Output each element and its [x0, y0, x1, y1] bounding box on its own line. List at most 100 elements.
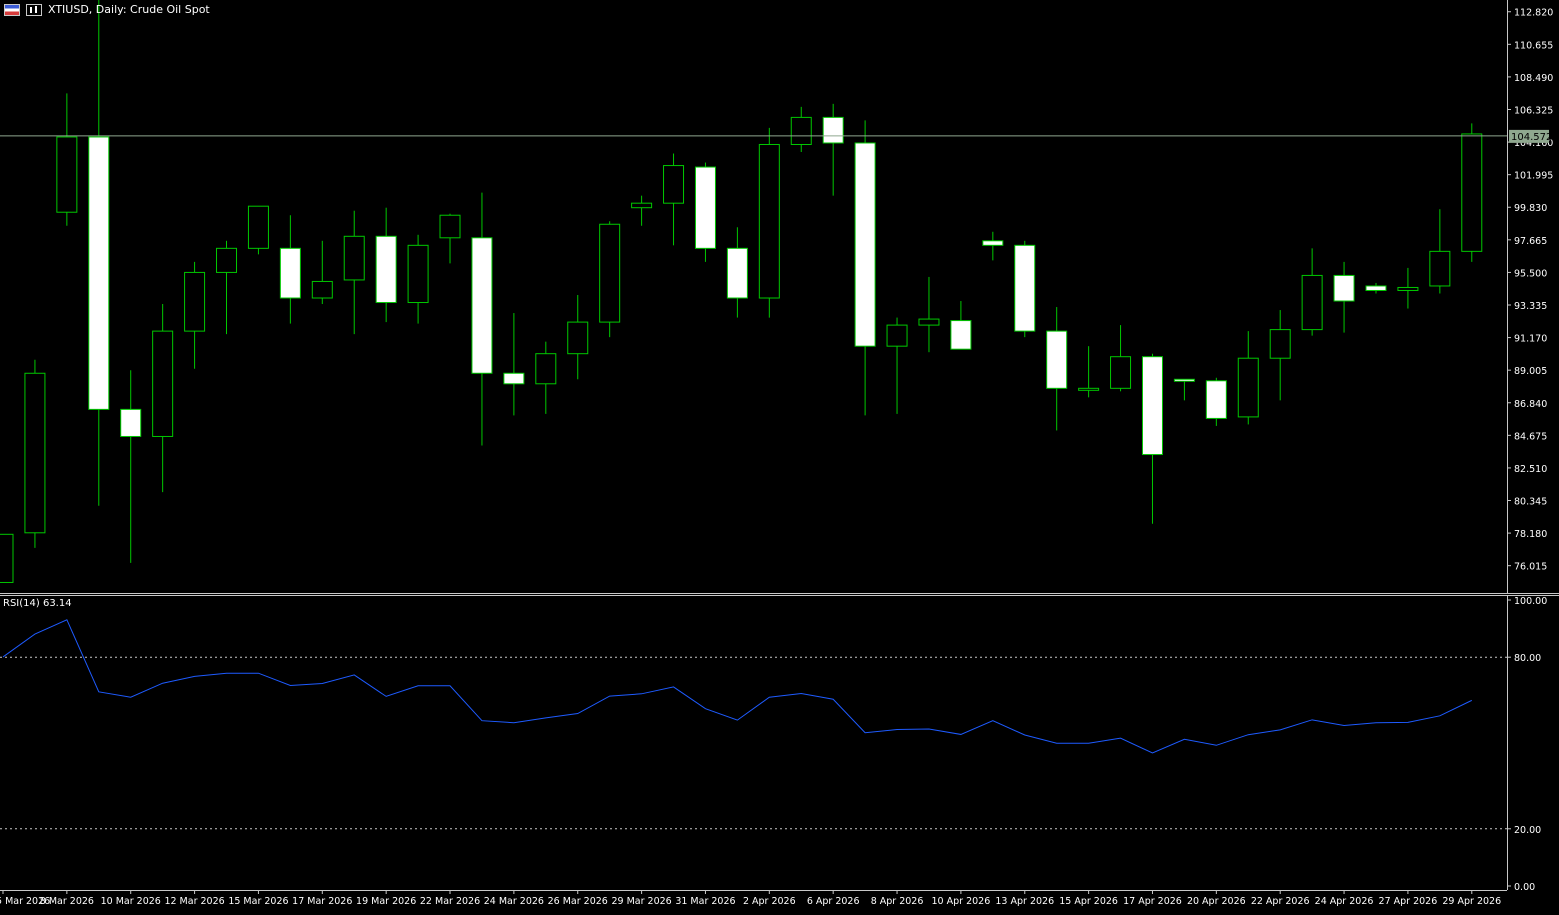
time-tick-label: 5 Mar 2026 — [0, 896, 50, 907]
time-tick-label: 19 Mar 2026 — [356, 896, 416, 907]
candle-body-down — [1173, 378, 1195, 382]
price-tick-label: 97.665 — [1514, 236, 1547, 247]
rsi-line — [2, 619, 1472, 754]
candle — [886, 317, 908, 414]
candle-body-up — [24, 372, 46, 534]
price-tick-label: 110.655 — [1514, 40, 1553, 51]
candle-body-up — [311, 280, 333, 299]
candle-body-up — [247, 205, 269, 249]
candle-body-down — [1014, 244, 1036, 332]
candle-body-up — [1397, 286, 1419, 291]
candle-body-up — [0, 533, 14, 583]
time-tick-label: 10 Mar 2026 — [101, 896, 161, 907]
time-tick-label: 2 Apr 2026 — [743, 896, 796, 907]
price-tick-label: 95.500 — [1514, 268, 1547, 279]
candle — [1333, 261, 1355, 333]
symbol-title: XTIUSD, Daily: Crude Oil Spot — [48, 3, 210, 16]
candle-body-up — [1461, 133, 1483, 252]
candle — [247, 205, 269, 255]
candle-body-down — [279, 247, 301, 299]
current-price-tag-label: 104.572 — [1511, 132, 1552, 143]
price-tick-label: 84.675 — [1514, 431, 1547, 442]
candle-body-down — [982, 240, 1004, 246]
candle-body-up — [1269, 329, 1291, 359]
candle — [407, 234, 429, 324]
candle-body-up — [790, 116, 812, 145]
price-tick-label: 101.995 — [1514, 171, 1553, 182]
chart-type-icon[interactable] — [26, 3, 42, 16]
candle — [1301, 248, 1323, 336]
price-tick-label: 89.005 — [1514, 366, 1547, 377]
candle — [599, 221, 621, 338]
candle-body-up — [1110, 356, 1132, 389]
candle — [982, 231, 1004, 261]
candle-body-up — [1429, 250, 1451, 287]
candle-body-up — [407, 244, 429, 304]
time-tick-label: 31 Mar 2026 — [675, 896, 735, 907]
price-tick-label: 106.325 — [1514, 105, 1553, 116]
candle — [854, 120, 876, 416]
candle — [343, 210, 365, 335]
flag-icon — [4, 3, 20, 16]
candle — [1237, 331, 1259, 425]
candle-body-up — [184, 271, 206, 332]
time-tick-label: 12 Mar 2026 — [164, 896, 224, 907]
candle — [279, 215, 301, 324]
candle — [663, 153, 685, 246]
price-tick-label: 108.490 — [1514, 73, 1553, 84]
time-tick-label: 17 Mar 2026 — [292, 896, 352, 907]
candles — [0, 0, 1483, 583]
current-price-tag: 104.572 — [1509, 129, 1552, 143]
time-tick-label: 24 Mar 2026 — [484, 896, 544, 907]
time-tick-label: 22 Mar 2026 — [420, 896, 480, 907]
candle-body-down — [120, 408, 142, 437]
rsi-levels — [0, 656, 1507, 830]
price-tick-label: 99.830 — [1514, 203, 1547, 214]
candle — [1461, 123, 1483, 262]
candle-body-down — [503, 372, 525, 385]
price-tick-label: 80.345 — [1514, 497, 1547, 508]
price-tick-label: 82.510 — [1514, 464, 1547, 475]
candle-body-down — [1333, 274, 1355, 302]
candle — [1141, 353, 1163, 524]
candle — [56, 93, 78, 226]
candle-body-down — [88, 136, 110, 410]
candle-body-up — [631, 202, 653, 209]
candle — [950, 301, 972, 350]
candle — [471, 192, 493, 446]
candle — [631, 195, 653, 226]
candle-body-up — [886, 324, 908, 347]
candle — [24, 359, 46, 548]
candle-body-up — [1301, 274, 1323, 331]
price-tick-label: 78.180 — [1514, 529, 1547, 540]
candle — [918, 276, 940, 353]
candle — [216, 240, 238, 335]
current-price-tag-bg — [1509, 129, 1549, 143]
price-axis-ticks: 112.820 110.655 108.490 106.325 104.160 101.9… — [1507, 8, 1553, 573]
price-tick-label: 91.170 — [1514, 334, 1547, 345]
candle-body-down — [1365, 285, 1387, 291]
time-tick-label: 10 Apr 2026 — [932, 896, 991, 907]
rsi-tick-label: 80.00 — [1514, 653, 1541, 664]
candle — [567, 294, 589, 380]
candle — [152, 304, 174, 493]
candle-body-up — [216, 247, 238, 273]
candle — [1173, 378, 1195, 401]
candle — [535, 341, 557, 414]
time-tick-label: 27 Apr 2026 — [1379, 896, 1438, 907]
candle-body-down — [375, 235, 397, 304]
candle — [375, 207, 397, 323]
candle-body-down — [950, 320, 972, 350]
candle — [120, 370, 142, 563]
time-tick-label: 13 Apr 2026 — [995, 896, 1054, 907]
candle-body-down — [1046, 330, 1068, 389]
price-tick-label: 93.335 — [1514, 301, 1547, 312]
candle-body-down — [694, 166, 716, 249]
candle — [758, 127, 780, 318]
time-tick-label: 8 Apr 2026 — [871, 896, 924, 907]
price-tick-label: 104.160 — [1514, 138, 1553, 149]
candle-body-up — [152, 330, 174, 437]
price-tick-label: 112.820 — [1514, 8, 1553, 19]
